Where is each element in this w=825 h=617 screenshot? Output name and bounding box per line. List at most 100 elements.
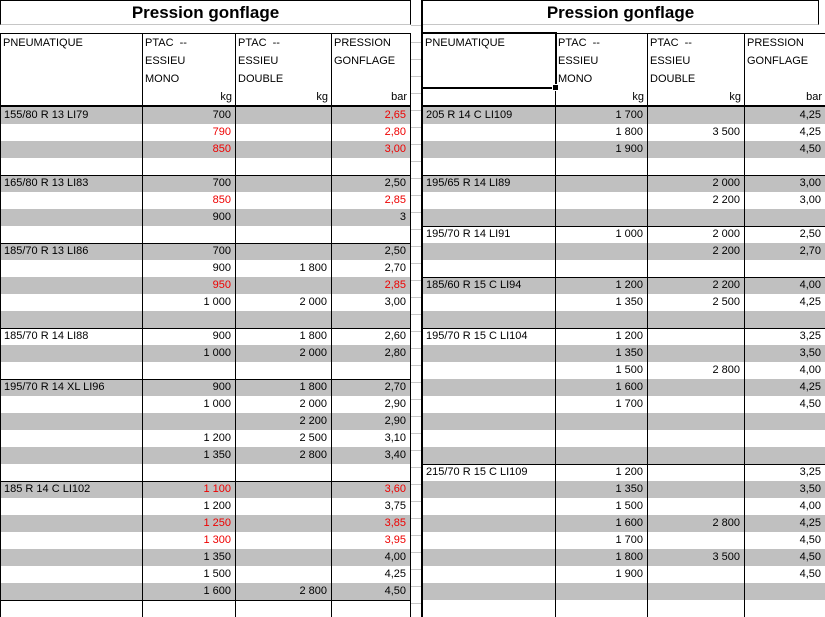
ptac-mono-cell[interactable]: 1 700 [556,532,648,549]
ptac-double-cell[interactable] [648,430,745,447]
pression-cell[interactable]: 2,50 [384,177,406,189]
pression-cell[interactable]: 2,85 [384,279,406,291]
pneumatique-cell[interactable] [423,243,556,260]
pression-cell[interactable] [745,311,825,328]
pression-cell[interactable]: 3,85 [384,517,406,529]
pneumatique-cell[interactable]: 195/70 R 14 XL LI96 [1,380,143,396]
pression-cell[interactable]: 4,00 [384,551,406,563]
pneumatique-cell[interactable] [423,362,556,379]
ptac-mono-cell[interactable] [556,158,648,175]
ptac-mono-cell[interactable]: 1 350 [556,294,648,311]
ptac-double-cell[interactable]: 2 000 [648,227,745,243]
pression-cell[interactable]: 4,25 [799,109,821,121]
ptac-double-cell[interactable] [648,583,745,600]
pneumatique-cell[interactable] [423,311,556,328]
pneumatique-cell[interactable]: 205 R 14 C LI109 [423,107,556,124]
ptac-mono-cell[interactable]: 1 000 [143,294,236,311]
pneumatique-cell[interactable] [1,430,143,447]
pression-header[interactable]: PRESSION GONFLAGE [334,37,396,67]
ptac-mono-cell[interactable] [556,447,648,464]
ptac-mono-cell[interactable]: 1 000 [143,345,236,362]
ptac-double-cell[interactable] [648,141,745,158]
pression-cell[interactable]: 3,00 [384,143,406,155]
pression-cell[interactable]: 4,00 [799,364,821,376]
pneumatique-cell[interactable] [423,515,556,532]
pneumatique-cell[interactable]: 155/80 R 13 LI79 [1,107,143,124]
pression-cell[interactable] [745,260,825,277]
ptac-mono-cell[interactable] [556,430,648,447]
pression-cell[interactable]: 3,00 [384,296,406,308]
pression-cell[interactable] [745,209,825,226]
fill-handle[interactable] [552,84,559,91]
pneumatique-cell[interactable] [423,379,556,396]
pneumatique-cell[interactable]: 215/70 R 15 C LI109 [423,465,556,481]
ptac-double-cell[interactable] [648,329,745,345]
ptac-mono-cell[interactable]: 700 [143,107,236,124]
ptac-mono-cell[interactable]: 1 500 [556,362,648,379]
ptac-double-cell[interactable] [236,176,332,192]
pneumatique-cell[interactable] [423,260,556,277]
ptac-mono-cell[interactable]: 1 200 [143,430,236,447]
ptac-double-cell[interactable] [648,311,745,328]
ptac-double-cell[interactable] [236,226,332,243]
pression-cell[interactable]: 2,50 [799,228,821,240]
ptac-double-cell[interactable] [648,345,745,362]
ptac-double-cell[interactable] [648,209,745,226]
ptac-mono-cell[interactable] [143,226,236,243]
pression-cell[interactable] [332,311,410,328]
ptac-mono-cell[interactable]: 1 700 [556,396,648,413]
ptac-double-cell[interactable] [236,277,332,294]
pneumatique-cell[interactable] [1,141,143,158]
pression-cell[interactable]: 4,50 [799,398,821,410]
pneumatique-cell[interactable] [1,345,143,362]
pression-cell[interactable]: 2,70 [384,262,406,274]
ptac-double-cell[interactable] [236,498,332,515]
pneumatique-cell[interactable] [423,566,556,583]
ptac-double-cell[interactable] [648,600,745,617]
pneumatique-cell[interactable] [423,396,556,413]
ptac-double-cell[interactable] [648,396,745,413]
pression-cell[interactable]: 2,90 [384,415,406,427]
pression-cell[interactable]: 2,70 [384,381,406,393]
pneumatique-cell[interactable] [1,311,143,328]
ptac-mono-cell[interactable]: 1 350 [143,447,236,464]
pneumatique-cell[interactable] [423,413,556,430]
ptac-double-cell[interactable] [236,566,332,583]
ptac-mono-cell[interactable] [556,260,648,277]
pression-cell[interactable]: 4,00 [799,500,821,512]
pression-cell[interactable] [332,362,410,379]
ptac-mono-cell[interactable]: 900 [143,209,236,226]
ptac-mono-cell[interactable]: 1 600 [556,379,648,396]
ptac-double-cell[interactable] [648,566,745,583]
pression-cell[interactable]: 2,50 [384,245,406,257]
ptac-mono-cell[interactable] [143,464,236,481]
ptac-double-cell[interactable]: 2 200 [236,413,332,430]
ptac-double-cell[interactable] [236,601,332,617]
pression-cell[interactable]: 4,25 [799,296,821,308]
ptac-double-cell[interactable] [236,158,332,175]
ptac-mono-cell[interactable]: 1 250 [143,515,236,532]
ptac-double-cell[interactable] [236,311,332,328]
ptac-double-cell[interactable]: 2 800 [236,447,332,464]
pneumatique-cell[interactable] [1,277,143,294]
ptac-mono-cell[interactable]: 1 600 [556,515,648,532]
ptac-mono-cell[interactable]: 790 [143,124,236,141]
ptac-double-cell[interactable] [236,124,332,141]
pneumatique-cell[interactable] [423,124,556,141]
pneumatique-cell[interactable] [1,515,143,532]
ptac-double-cell[interactable]: 2 200 [648,192,745,209]
pression-cell[interactable]: 4,50 [799,568,821,580]
ptac-mono-cell[interactable]: 1 700 [556,107,648,124]
pression-cell[interactable]: 2,80 [384,126,406,138]
pneumatique-cell[interactable] [423,498,556,515]
pression-cell[interactable]: 2,85 [384,194,406,206]
pneumatique-cell[interactable] [1,158,143,175]
pneumatique-cell[interactable] [1,260,143,277]
ptac-mono-cell[interactable]: 1 000 [556,227,648,243]
ptac-double-cell[interactable] [648,260,745,277]
pression-cell[interactable]: 4,25 [384,568,406,580]
pression-cell[interactable]: 3,40 [384,449,406,461]
pression-cell[interactable] [332,158,410,175]
pneumatique-cell[interactable] [423,549,556,566]
ptac-double-cell[interactable]: 2 800 [648,362,745,379]
